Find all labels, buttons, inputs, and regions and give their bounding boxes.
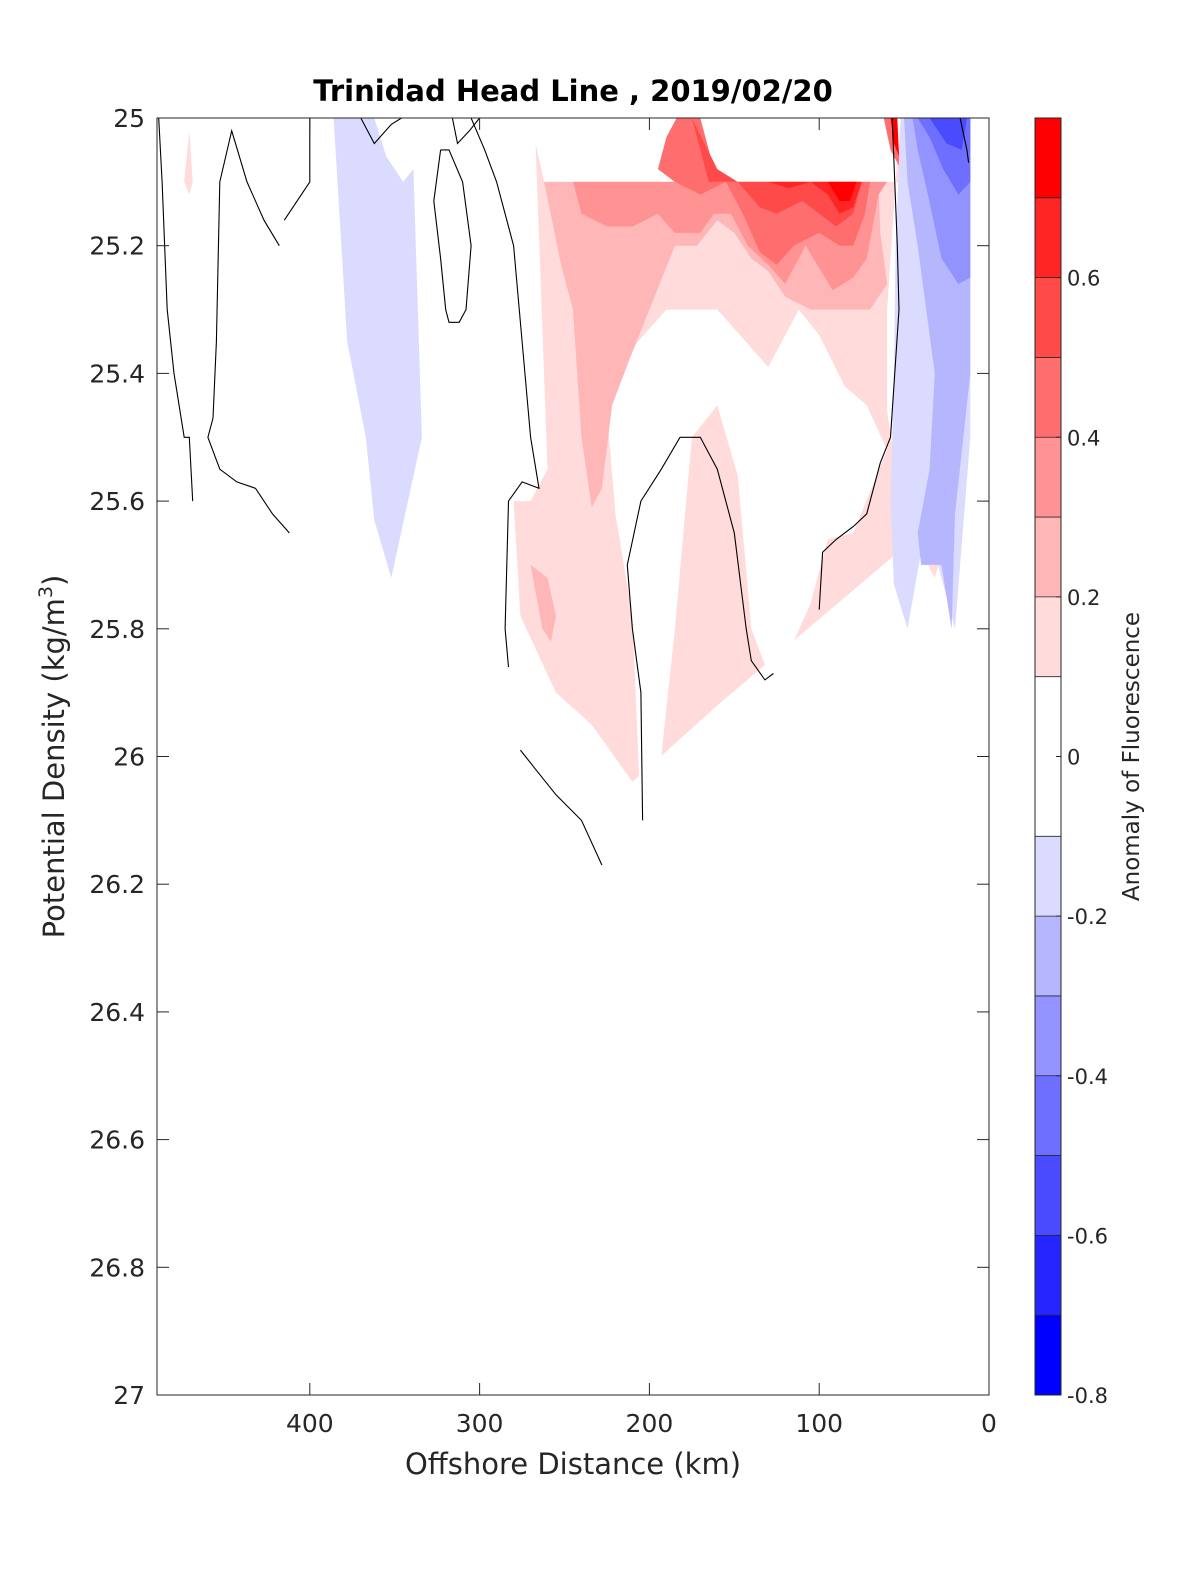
filled-region-9 bbox=[691, 118, 862, 227]
zero-contour-10 bbox=[959, 118, 970, 163]
filled-region-3 bbox=[607, 309, 888, 821]
colorbar-band-2 bbox=[1035, 277, 1061, 358]
y-axis-label-superscript: 3 bbox=[35, 586, 57, 598]
x-tick-label: 400 bbox=[286, 1409, 334, 1438]
zero-contour-2 bbox=[283, 118, 311, 221]
zero-contour-6 bbox=[470, 118, 540, 668]
colorbar-band-5 bbox=[1035, 517, 1061, 597]
colorbar-band-8 bbox=[1035, 836, 1061, 917]
colorbar-band-11 bbox=[1035, 1075, 1061, 1156]
colorbar-band-1 bbox=[1035, 197, 1061, 278]
x-axis-label: Offshore Distance (km) bbox=[405, 1447, 741, 1481]
filled-region-11 bbox=[827, 181, 857, 201]
y-tick-label: 26 bbox=[113, 743, 145, 772]
zero-contour-4 bbox=[451, 118, 481, 145]
zero-contour-1 bbox=[207, 128, 290, 534]
y-axis-label-close: ) bbox=[37, 575, 71, 586]
zero-contour-8 bbox=[626, 436, 774, 821]
colorbar-band-14 bbox=[1035, 1315, 1061, 1395]
filled-region-17 bbox=[929, 118, 967, 150]
y-tick-label: 26.2 bbox=[89, 870, 145, 899]
colorbar-band-10 bbox=[1035, 995, 1061, 1076]
zero-contour-9 bbox=[818, 118, 900, 610]
colorbar-tick-label: -0.8 bbox=[1067, 1384, 1108, 1408]
colorbar-tick-label: 0.6 bbox=[1067, 267, 1100, 291]
colorbar-tick-label: 0 bbox=[1067, 746, 1080, 770]
colorbar: 0.6 0.4 0.2 0 -0.2 -0.4 -0.6 -0.8 Anomaly of Flu… bbox=[1034, 117, 1145, 1408]
filled-region-5 bbox=[530, 564, 556, 642]
filled-region-4 bbox=[544, 181, 888, 508]
zero-contour-5 bbox=[433, 149, 472, 323]
colorbar-tick-label: -0.4 bbox=[1067, 1065, 1108, 1089]
filled-region-0 bbox=[184, 130, 193, 195]
colorbar-label: Anomaly of Fluorescence bbox=[1119, 612, 1145, 901]
y-tick-label: 26.4 bbox=[89, 998, 145, 1027]
y-tick-label: 27 bbox=[113, 1381, 145, 1410]
colorbar-band-13 bbox=[1035, 1235, 1061, 1316]
colorbar-tick-label: -0.6 bbox=[1067, 1224, 1108, 1248]
x-tick-label: 200 bbox=[626, 1409, 674, 1438]
colorbar-tick-label: -0.2 bbox=[1067, 905, 1108, 929]
x-tick-label: 100 bbox=[795, 1409, 843, 1438]
colorbar-band-3 bbox=[1035, 357, 1061, 438]
y-axis-label-main: Potential Density (kg/m bbox=[37, 598, 71, 938]
x-tick-label: 300 bbox=[456, 1409, 504, 1438]
chart-title: Trinidad Head Line , 2019/02/20 bbox=[313, 74, 833, 108]
contour-layer bbox=[158, 118, 971, 866]
colorbar-band-4 bbox=[1035, 437, 1061, 518]
y-tick-label: 25 bbox=[113, 104, 145, 133]
zero-contour-7 bbox=[519, 749, 603, 866]
y-tick-label: 25.2 bbox=[89, 232, 145, 261]
filled-region-1 bbox=[333, 118, 422, 578]
colorbar-band-9 bbox=[1035, 916, 1061, 996]
colorbar-band-12 bbox=[1035, 1155, 1061, 1236]
y-axis-label: Potential Density (kg/m3) bbox=[35, 575, 71, 939]
zero-contour-3 bbox=[360, 118, 402, 145]
x-tick-label: 0 bbox=[981, 1409, 997, 1438]
colorbar-band-0 bbox=[1035, 118, 1061, 198]
y-tick-label: 25.8 bbox=[89, 615, 145, 644]
y-tick-label: 26.8 bbox=[89, 1253, 145, 1282]
y-tick-label: 25.6 bbox=[89, 487, 145, 516]
colorbar-band-6 bbox=[1035, 596, 1061, 677]
y-tick-label: 25.4 bbox=[89, 359, 145, 388]
zero-contour-0 bbox=[158, 118, 194, 502]
y-tick-label: 26.6 bbox=[89, 1126, 145, 1155]
colorbar-tick-label: 0.4 bbox=[1067, 426, 1100, 450]
colorbar-tick-label: 0.2 bbox=[1067, 586, 1100, 610]
